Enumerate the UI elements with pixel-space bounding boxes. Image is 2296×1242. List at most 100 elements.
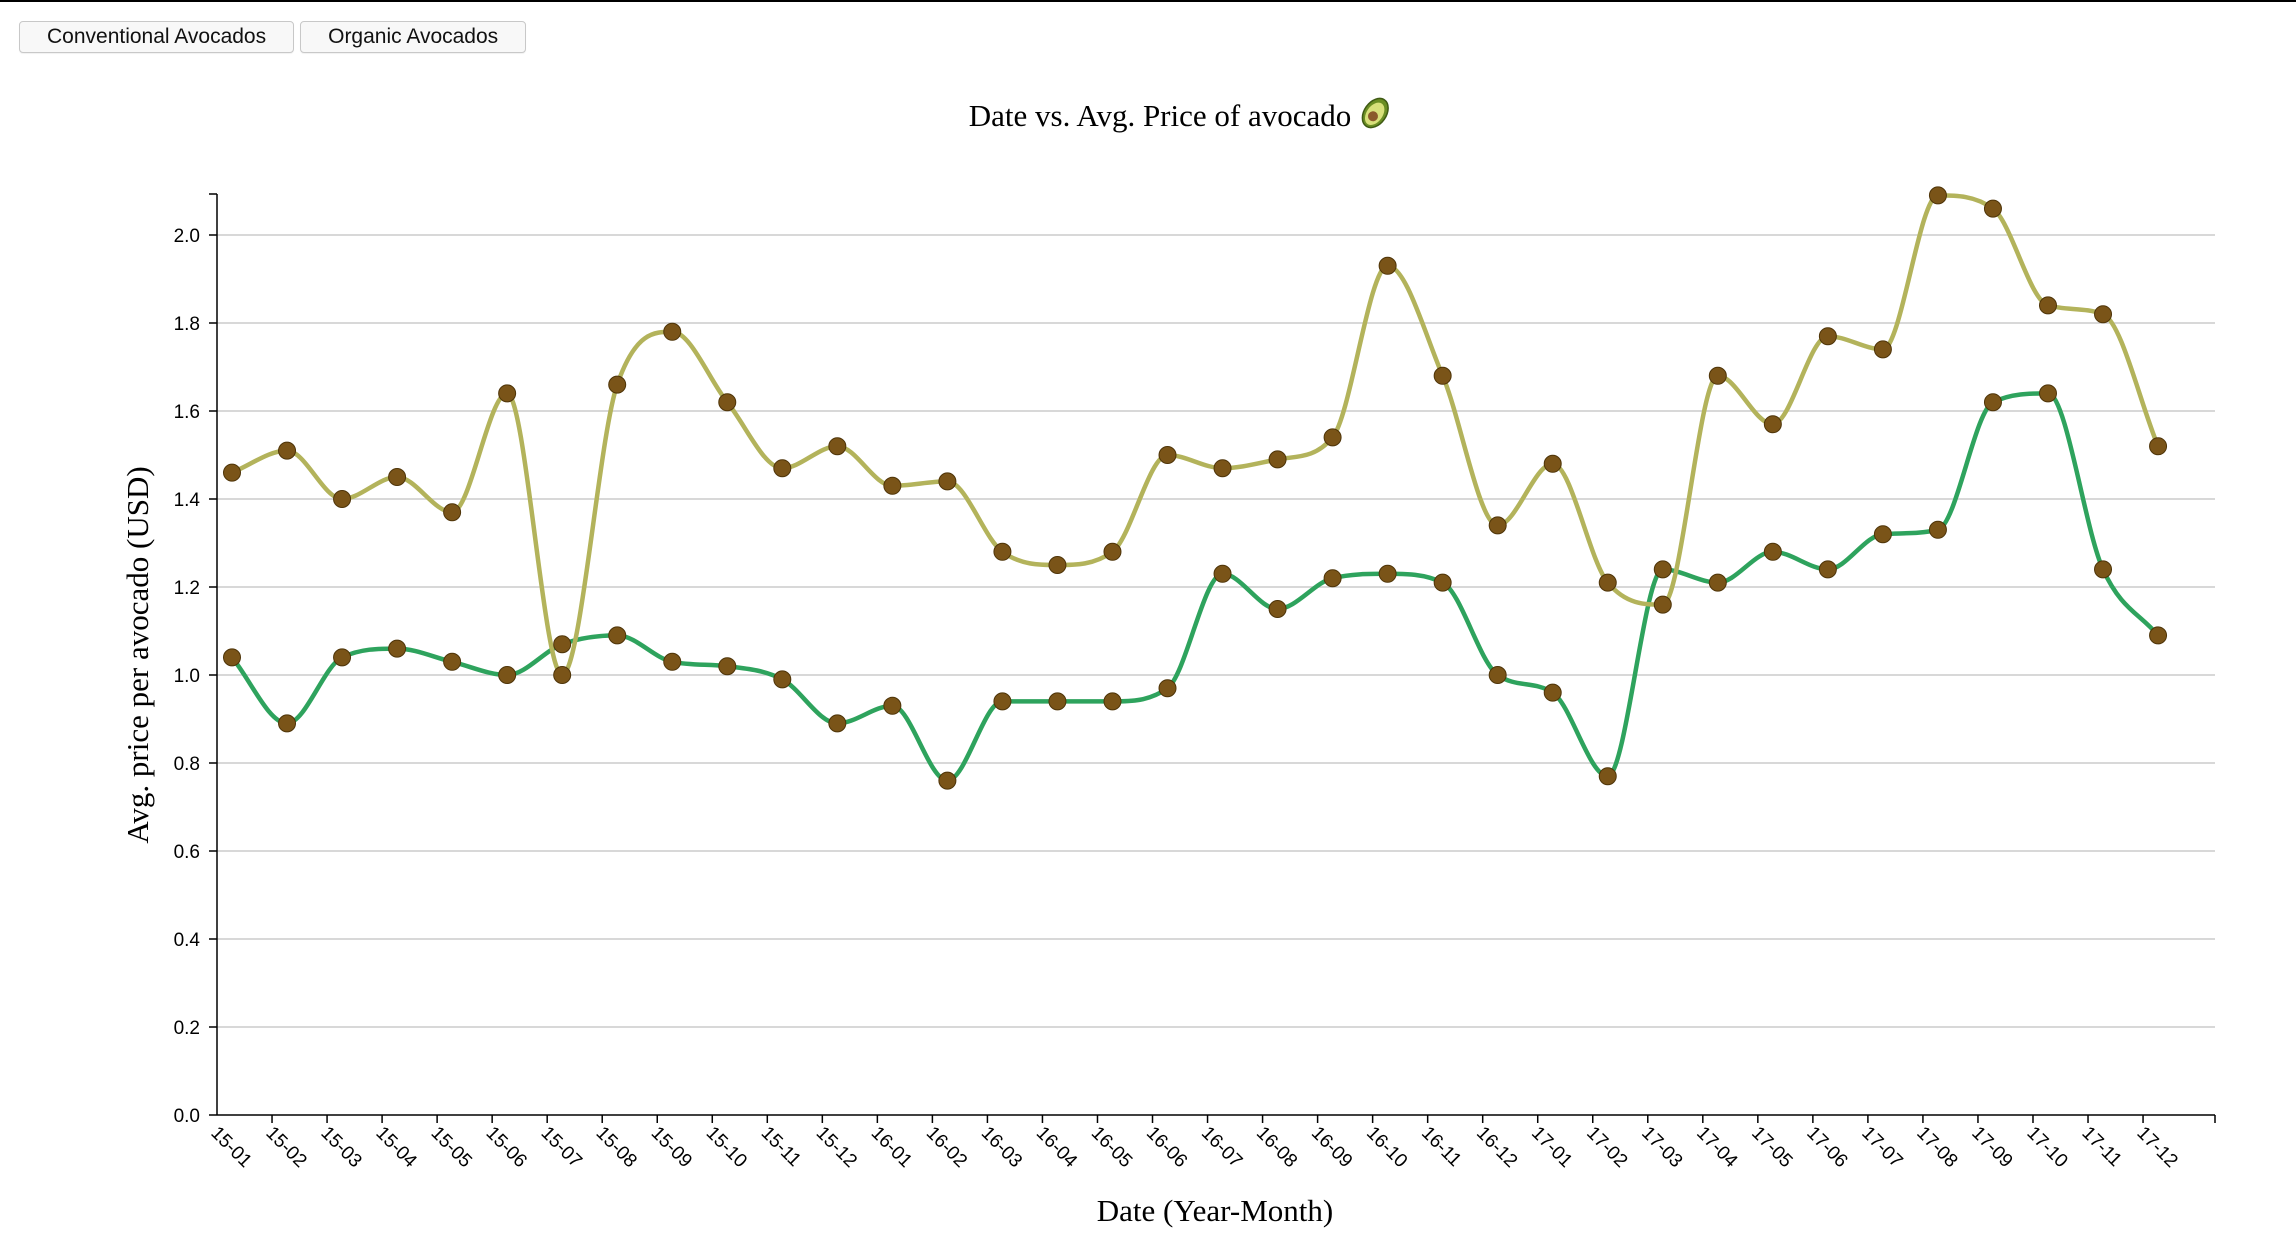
y-tick-label: 1.8 [174,314,200,335]
organic-data-point[interactable] [1103,542,1122,561]
conventional-data-point[interactable] [1433,573,1452,592]
organic-series-line [229,193,2161,678]
organic-data-point[interactable] [1048,556,1067,574]
organic-data-point[interactable] [663,322,682,341]
conventional-data-point[interactable] [388,639,407,658]
organic-data-point[interactable] [1158,446,1177,464]
y-tick-label: 2.0 [174,226,200,247]
organic-data-point[interactable] [1323,428,1342,447]
conventional-data-point[interactable] [608,626,627,645]
series-points [223,186,2168,790]
conventional-data-point[interactable] [1378,564,1397,583]
conventional-data-point[interactable] [883,696,902,715]
avocado-icon [1361,97,1389,129]
organic-data-point[interactable] [1488,516,1507,535]
conventional-data-point[interactable] [1323,569,1342,588]
conventional-data-point[interactable] [663,652,682,671]
organic-data-point[interactable] [773,459,792,478]
organic-data-point[interactable] [1928,186,1947,205]
conventional-data-point[interactable] [1763,542,1782,561]
y-tick-label: 1.0 [174,666,200,687]
conventional-data-point[interactable] [1598,767,1617,786]
conventional-data-point[interactable] [828,714,847,733]
conventional-data-point[interactable] [993,692,1012,711]
conventional-data-point[interactable] [1103,692,1122,711]
x-tick-label: 16-06 [1142,1123,1191,1172]
x-tick-label: 15-04 [372,1123,422,1173]
conventional-data-point[interactable] [938,771,957,790]
x-tick-label: 17-12 [2132,1123,2181,1172]
organic-data-point[interactable] [333,490,352,508]
organic-data-point[interactable] [278,441,297,460]
x-tick-label: 16-10 [1362,1123,1411,1172]
organic-data-point[interactable] [1433,366,1452,385]
conventional-data-point[interactable] [2038,384,2057,403]
conventional-data-point[interactable] [1268,600,1287,618]
organic-data-point[interactable] [1763,415,1782,434]
organic-data-point[interactable] [828,437,847,456]
organic-data-point[interactable] [2038,296,2057,315]
x-axis-label: Date (Year-Month) [1097,1193,1333,1228]
conventional-data-point[interactable] [1873,525,1892,544]
conventional-data-point[interactable] [1543,683,1562,702]
x-tick-label: 15-11 [757,1123,805,1171]
conventional-data-point[interactable] [278,714,297,733]
conventional-data-point[interactable] [498,666,517,684]
conventional-data-point[interactable] [2149,626,2168,645]
axes: 0.00.20.40.60.81.01.21.41.61.82.015-01 15… [174,193,2216,1173]
x-tick-label: 17-07 [1857,1123,1906,1172]
organic-data-point[interactable] [443,503,462,522]
organic-data-point[interactable] [1873,340,1892,359]
x-tick-label: 17-09 [1967,1123,2016,1172]
y-tick-label: 1.6 [174,402,200,423]
conventional-data-point[interactable] [1653,560,1672,579]
conventional-data-point[interactable] [1928,520,1947,539]
organic-data-point[interactable] [498,384,517,403]
organic-data-point[interactable] [223,463,241,482]
organic-data-point[interactable] [938,472,957,491]
organic-data-point[interactable] [388,468,407,486]
conventional-data-point[interactable] [1983,393,2002,412]
conventional-data-point[interactable] [1818,560,1837,579]
organic-data-point[interactable] [1818,327,1837,346]
x-tick-label: 17-08 [1912,1123,1961,1172]
conventional-data-point[interactable] [773,670,792,689]
conventional-data-point[interactable] [1213,564,1232,583]
x-tick-label: 15-01 [206,1123,255,1172]
organic-data-point[interactable] [1983,199,2002,218]
x-tick-label: 16-05 [1087,1123,1136,1172]
conventional-data-point[interactable] [1158,679,1177,698]
organic-data-point[interactable] [553,666,572,684]
y-tick-label: 1.2 [174,578,200,599]
x-tick-label: 17-03 [1637,1123,1686,1172]
organic-data-point[interactable] [2094,305,2113,324]
organic-data-point[interactable] [1543,454,1562,473]
organic-data-point[interactable] [718,393,737,412]
organic-data-point[interactable] [1598,573,1617,592]
organic-data-point[interactable] [1378,256,1397,275]
organic-avocados-button[interactable]: Organic Avocados [300,21,527,53]
conventional-data-point[interactable] [443,652,462,671]
conventional-avocados-button[interactable]: Conventional Avocados [19,21,295,53]
organic-data-point[interactable] [2149,437,2168,456]
chart-title: Date vs. Avg. Price of avocado [969,98,1352,133]
conventional-data-point[interactable] [2094,560,2113,579]
organic-data-point[interactable] [608,375,627,394]
y-tick-label: 0.2 [174,1018,200,1039]
conventional-data-point[interactable] [333,648,352,667]
conventional-data-point[interactable] [718,657,737,676]
organic-data-point[interactable] [1653,595,1672,614]
conventional-data-point[interactable] [553,635,572,654]
x-tick-label: 16-03 [977,1123,1026,1172]
conventional-data-point[interactable] [223,648,241,667]
organic-data-point[interactable] [883,476,902,495]
organic-data-point[interactable] [1708,366,1727,385]
organic-data-point[interactable] [1213,459,1232,478]
x-tick-label: 15-08 [592,1123,641,1172]
conventional-data-point[interactable] [1048,692,1067,711]
organic-data-point[interactable] [1268,450,1287,469]
conventional-data-point[interactable] [1488,666,1507,684]
organic-data-point[interactable] [993,542,1012,561]
x-tick-label: 16-08 [1252,1123,1301,1172]
conventional-data-point[interactable] [1708,573,1727,592]
